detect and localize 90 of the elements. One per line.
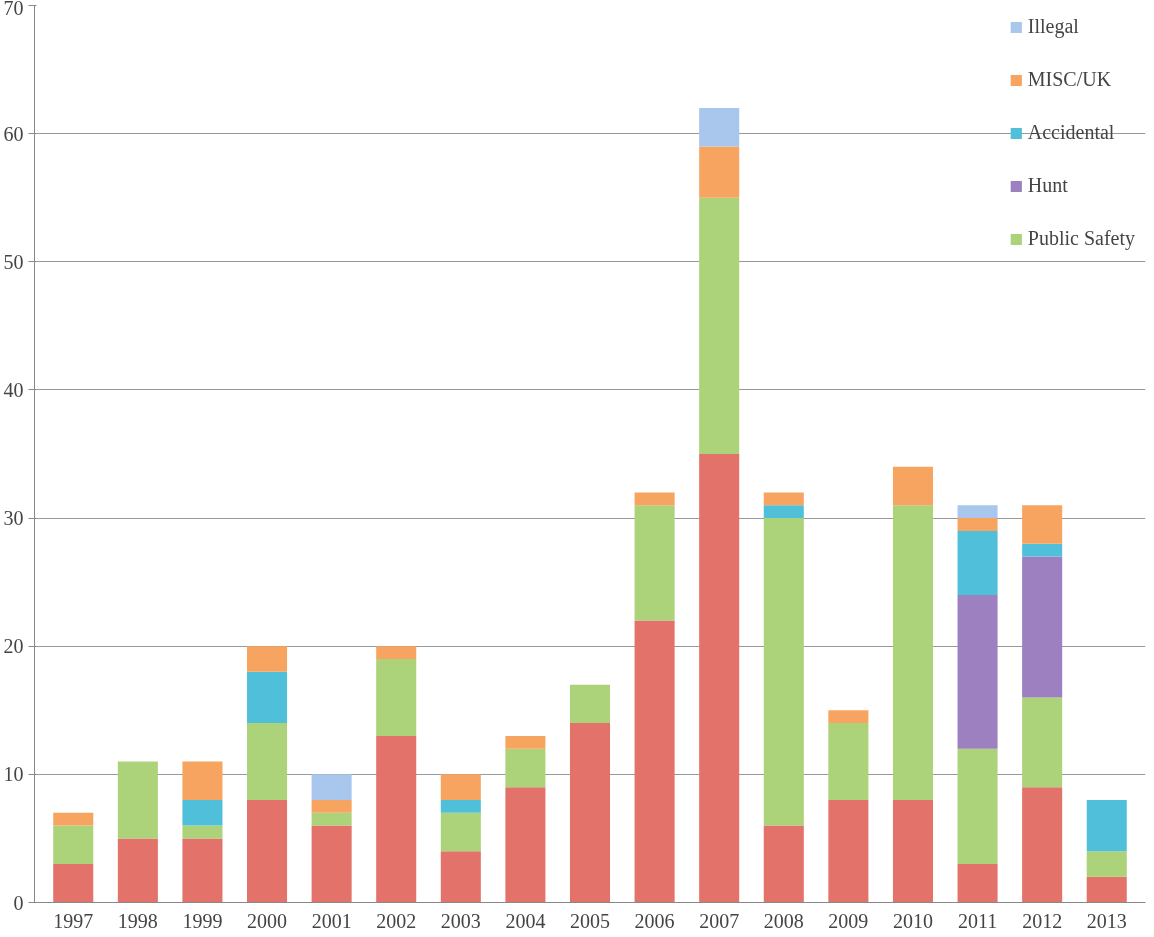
bar bbox=[1022, 697, 1063, 788]
bar bbox=[828, 723, 869, 800]
legend-label: Hunt bbox=[1027, 174, 1068, 197]
bar bbox=[53, 864, 94, 903]
bar bbox=[634, 620, 675, 903]
x-tick-label: 2002 bbox=[376, 909, 417, 932]
x-tick-label: 2006 bbox=[634, 909, 675, 932]
legend-label: Public Safety bbox=[1027, 227, 1135, 250]
bar bbox=[892, 799, 933, 903]
bar bbox=[53, 825, 94, 865]
bar bbox=[957, 530, 998, 595]
bar bbox=[376, 659, 417, 736]
bar bbox=[892, 505, 933, 800]
bar bbox=[699, 197, 740, 454]
y-tick-label: 50 bbox=[3, 250, 24, 273]
legend-label: Illegal bbox=[1027, 15, 1079, 38]
y-tick-label: 0 bbox=[13, 891, 24, 914]
x-tick-label: 2008 bbox=[763, 909, 804, 932]
bar bbox=[182, 761, 223, 800]
bar bbox=[311, 799, 352, 813]
x-tick-label: 2007 bbox=[699, 909, 740, 932]
bar bbox=[1022, 556, 1063, 698]
bar bbox=[699, 454, 740, 903]
bar bbox=[1086, 799, 1127, 852]
bar bbox=[1022, 543, 1063, 557]
bar bbox=[53, 812, 94, 826]
bar bbox=[440, 851, 481, 903]
y-tick-label: 40 bbox=[3, 378, 24, 401]
bar bbox=[376, 646, 417, 660]
bar bbox=[182, 799, 223, 826]
bar bbox=[634, 492, 675, 506]
legend-label: Accidental bbox=[1027, 121, 1115, 144]
bar bbox=[699, 146, 740, 198]
bar bbox=[828, 799, 869, 903]
x-tick-label: 1998 bbox=[117, 909, 158, 932]
y-tick-label: 60 bbox=[3, 122, 24, 145]
bar bbox=[182, 825, 223, 839]
bar bbox=[117, 838, 158, 903]
bar bbox=[569, 723, 611, 903]
bar bbox=[440, 774, 481, 800]
bar bbox=[957, 864, 998, 903]
y-tick-label: 70 bbox=[3, 0, 24, 19]
bar bbox=[247, 723, 288, 800]
bar bbox=[634, 505, 675, 621]
bar bbox=[311, 812, 352, 826]
x-tick-label: 1997 bbox=[53, 909, 94, 932]
bar bbox=[699, 108, 740, 147]
bar bbox=[957, 748, 998, 865]
bar bbox=[440, 799, 481, 813]
x-tick-label: 2003 bbox=[440, 909, 481, 932]
y-tick-label: 20 bbox=[3, 635, 24, 658]
bar bbox=[892, 466, 933, 506]
bar bbox=[505, 787, 546, 903]
x-tick-label: 2000 bbox=[247, 909, 288, 932]
bar bbox=[569, 684, 611, 724]
y-tick-label: 30 bbox=[3, 507, 24, 530]
bar bbox=[1086, 876, 1127, 903]
x-tick-label: 2004 bbox=[505, 909, 546, 932]
x-tick-label: 2010 bbox=[892, 909, 933, 932]
bar bbox=[1022, 505, 1063, 544]
x-tick-label: 2009 bbox=[828, 909, 869, 932]
y-tick-label: 10 bbox=[3, 763, 24, 786]
bar bbox=[247, 646, 288, 672]
bar bbox=[763, 518, 804, 826]
bar bbox=[763, 505, 804, 519]
bar bbox=[182, 838, 223, 903]
bar bbox=[957, 518, 998, 531]
bar bbox=[957, 505, 998, 519]
legend-label: MISC/UK bbox=[1027, 68, 1112, 91]
x-tick-label: 2013 bbox=[1086, 909, 1127, 932]
x-tick-label: 1999 bbox=[182, 909, 223, 932]
bar bbox=[440, 812, 481, 852]
x-tick-label: 2001 bbox=[311, 909, 352, 932]
bar bbox=[828, 710, 869, 724]
x-tick-label: 2012 bbox=[1022, 909, 1063, 932]
bar bbox=[505, 735, 546, 749]
x-tick-label: 2011 bbox=[957, 909, 998, 932]
bar bbox=[311, 825, 352, 903]
bar bbox=[1022, 787, 1063, 903]
bar bbox=[311, 774, 352, 800]
bar bbox=[376, 735, 417, 903]
x-tick-label: 2005 bbox=[570, 909, 610, 932]
bar bbox=[247, 671, 288, 724]
bar bbox=[763, 492, 804, 506]
bar bbox=[117, 761, 158, 839]
bar bbox=[505, 748, 546, 788]
bar bbox=[247, 799, 288, 903]
bar bbox=[1086, 851, 1127, 877]
bar bbox=[957, 594, 998, 749]
bar bbox=[763, 825, 804, 903]
